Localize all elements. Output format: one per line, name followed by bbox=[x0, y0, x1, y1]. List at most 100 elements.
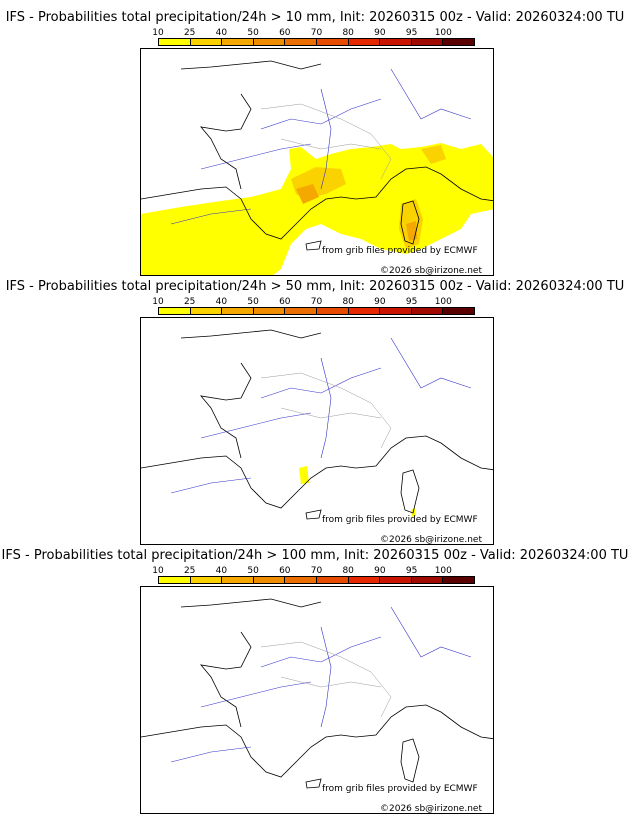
coastline bbox=[180, 329, 322, 339]
copyright: ©2026 sb@irizone.net bbox=[380, 804, 482, 814]
border bbox=[280, 407, 382, 419]
precip-area bbox=[406, 221, 417, 241]
colorbar-cell bbox=[253, 39, 286, 45]
river bbox=[390, 68, 472, 120]
colorbar-label: 90 bbox=[374, 297, 386, 307]
colorbar-label: 80 bbox=[342, 28, 354, 38]
colorbar-label: 80 bbox=[342, 297, 354, 307]
coastline bbox=[180, 60, 322, 70]
colorbar-label: 100 bbox=[434, 297, 452, 307]
river bbox=[320, 88, 332, 190]
colorbar-label: 40 bbox=[215, 566, 228, 576]
colorbar-cell bbox=[316, 577, 349, 583]
colorbar-cell bbox=[285, 39, 317, 45]
precip-area bbox=[141, 143, 493, 275]
river bbox=[260, 98, 382, 130]
border bbox=[280, 138, 382, 150]
colorbar-cell bbox=[222, 577, 254, 583]
border bbox=[260, 641, 392, 718]
precip-area bbox=[421, 145, 446, 164]
coastline bbox=[141, 704, 493, 778]
colorbar-cell bbox=[380, 577, 412, 583]
colorbar-cell bbox=[190, 577, 223, 583]
coastline bbox=[200, 362, 252, 459]
colorbar-cell bbox=[190, 39, 223, 45]
colorbar-cell bbox=[443, 39, 474, 45]
colorbar-cell bbox=[348, 39, 381, 45]
colorbar-label: 95 bbox=[405, 28, 418, 38]
island bbox=[400, 738, 420, 783]
river bbox=[200, 412, 312, 439]
colorbar-label: 25 bbox=[183, 297, 196, 307]
colorbar-cell bbox=[222, 39, 254, 45]
river bbox=[390, 606, 472, 658]
river bbox=[170, 208, 252, 225]
river bbox=[200, 681, 312, 708]
island bbox=[400, 469, 420, 514]
colorbar-label: 100 bbox=[434, 28, 452, 38]
colorbar-label: 50 bbox=[247, 566, 259, 576]
panel-title: IFS - Probabilities total precipitation/… bbox=[1, 548, 629, 563]
colorbar-cell bbox=[159, 39, 191, 45]
colorbar-cell bbox=[348, 577, 381, 583]
source-credit: from grib files provided by ECMWF bbox=[322, 246, 478, 256]
border bbox=[260, 103, 392, 180]
border bbox=[260, 372, 392, 449]
source-credit: from grib files provided by ECMWF bbox=[322, 784, 478, 794]
source-credit: from grib files provided by ECMWF bbox=[322, 515, 478, 525]
colorbar-cell bbox=[411, 577, 444, 583]
colorbar-label: 70 bbox=[310, 297, 323, 307]
coastline bbox=[180, 598, 322, 608]
colorbar-label: 10 bbox=[152, 566, 164, 576]
colorbar-label: 95 bbox=[405, 566, 418, 576]
panel-title: IFS - Probabilities total precipitation/… bbox=[5, 10, 625, 25]
colorbar-label: 80 bbox=[342, 566, 354, 576]
colorbar-label: 90 bbox=[374, 28, 386, 38]
colorbar-label: 10 bbox=[152, 28, 164, 38]
colorbar-label: 50 bbox=[247, 28, 259, 38]
colorbar-label: 40 bbox=[215, 297, 228, 307]
colorbar-cell bbox=[380, 39, 412, 45]
colorbar-cell bbox=[443, 308, 474, 314]
island bbox=[305, 240, 322, 251]
island bbox=[400, 200, 420, 245]
colorbar-cell bbox=[380, 308, 412, 314]
river bbox=[170, 746, 252, 763]
colorbar-cell bbox=[159, 308, 191, 314]
colorbar-label: 10 bbox=[152, 297, 164, 307]
colorbar-labels: 10 25 40 50 60 70 80 90 95 100 bbox=[152, 297, 475, 307]
colorbar-cell bbox=[159, 577, 191, 583]
coastline bbox=[141, 166, 493, 240]
island bbox=[305, 509, 322, 520]
map-10mm bbox=[140, 48, 494, 276]
colorbar-cell bbox=[222, 308, 254, 314]
coastline bbox=[200, 631, 252, 728]
colorbar-label: 100 bbox=[434, 566, 452, 576]
panel-title: IFS - Probabilities total precipitation/… bbox=[5, 279, 625, 294]
colorbar-label: 70 bbox=[310, 566, 323, 576]
colorbar-cell bbox=[348, 308, 381, 314]
colorbar-cell bbox=[411, 39, 444, 45]
river bbox=[170, 477, 252, 494]
copyright: ©2026 sb@irizone.net bbox=[380, 266, 482, 276]
river bbox=[320, 357, 332, 459]
colorbar-cell bbox=[253, 577, 286, 583]
colorbar-cell bbox=[443, 577, 474, 583]
colorbar bbox=[158, 576, 475, 584]
river bbox=[200, 143, 312, 170]
colorbar-labels: 10 25 40 50 60 70 80 90 95 100 bbox=[152, 28, 475, 38]
copyright: ©2026 sb@irizone.net bbox=[380, 535, 482, 545]
colorbar-label: 50 bbox=[247, 297, 259, 307]
panel-10mm: IFS - Probabilities total precipitation/… bbox=[0, 10, 630, 278]
map-50mm bbox=[140, 317, 494, 545]
river bbox=[260, 367, 382, 399]
colorbar-cell bbox=[411, 308, 444, 314]
colorbar-label: 60 bbox=[279, 297, 291, 307]
colorbar-cell bbox=[190, 308, 223, 314]
island bbox=[305, 778, 322, 789]
colorbar-label: 60 bbox=[279, 566, 291, 576]
colorbar-cell bbox=[316, 39, 349, 45]
panel-100mm: IFS - Probabilities total precipitation/… bbox=[0, 548, 630, 816]
colorbar bbox=[158, 307, 475, 315]
colorbar-label: 70 bbox=[310, 28, 323, 38]
